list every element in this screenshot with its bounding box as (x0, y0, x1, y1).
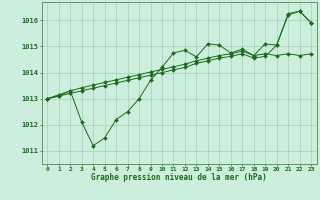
X-axis label: Graphe pression niveau de la mer (hPa): Graphe pression niveau de la mer (hPa) (91, 173, 267, 182)
